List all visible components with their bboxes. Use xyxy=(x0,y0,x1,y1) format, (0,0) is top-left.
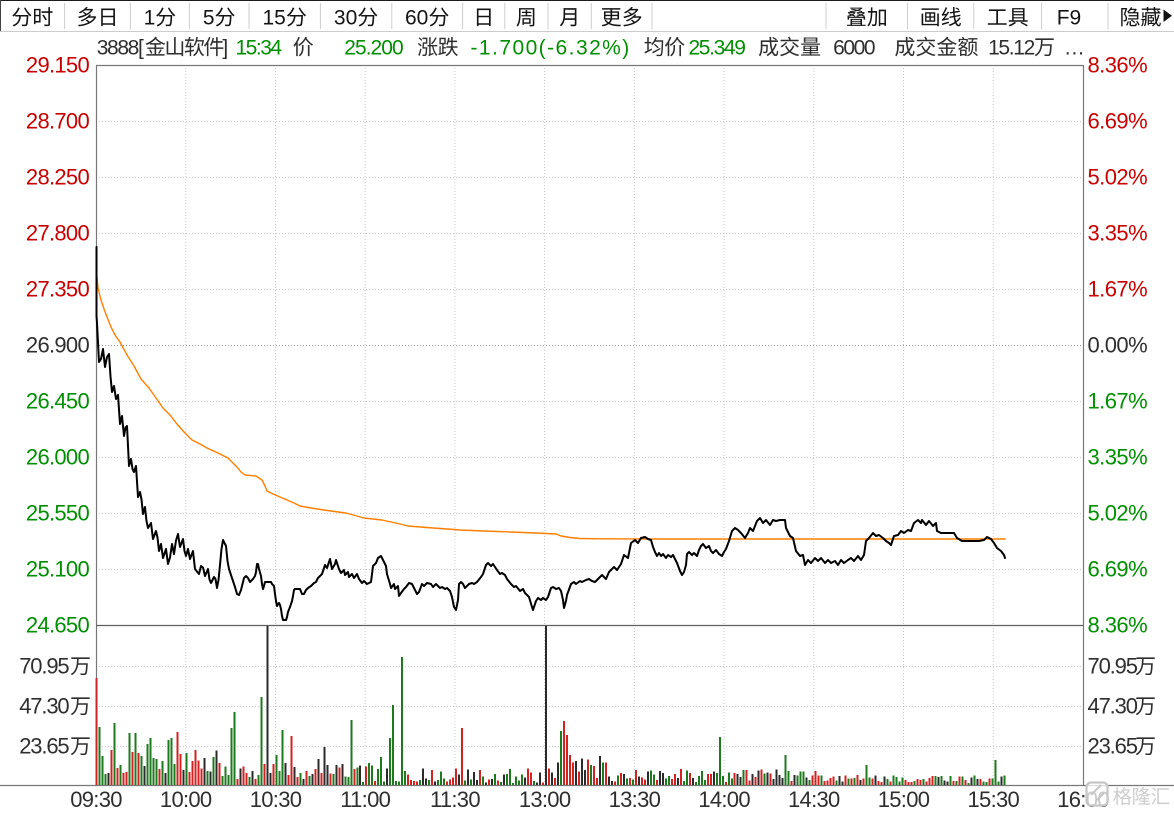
svg-text:25.200: 25.200 xyxy=(344,37,403,60)
svg-text:14:30: 14:30 xyxy=(788,787,840,812)
svg-text:3.35%: 3.35% xyxy=(1088,445,1148,470)
svg-text:28.250: 28.250 xyxy=(26,165,90,190)
svg-text:15: 15 xyxy=(263,7,286,30)
svg-text:10:00: 10:00 xyxy=(160,787,212,812)
svg-text:25.349: 25.349 xyxy=(689,37,746,60)
svg-text:23.65: 23.65 xyxy=(1088,734,1138,759)
svg-text:5.02%: 5.02% xyxy=(1088,501,1148,526)
svg-text:8.36%: 8.36% xyxy=(1088,613,1148,638)
svg-text:]: ] xyxy=(222,37,228,60)
svg-text:6.69%: 6.69% xyxy=(1088,557,1148,582)
svg-text:0.00%: 0.00% xyxy=(1088,333,1148,358)
svg-text:25.550: 25.550 xyxy=(26,501,90,526)
svg-text:23.65: 23.65 xyxy=(19,734,69,759)
svg-text:70.95: 70.95 xyxy=(1088,654,1138,679)
svg-text:5.02%: 5.02% xyxy=(1088,165,1148,190)
svg-text:13:00: 13:00 xyxy=(519,787,571,812)
svg-text:60: 60 xyxy=(405,7,428,30)
svg-text:15:34: 15:34 xyxy=(236,37,283,60)
svg-text:...: ... xyxy=(1065,37,1085,60)
svg-text:3.35%: 3.35% xyxy=(1088,221,1148,246)
svg-text:26.000: 26.000 xyxy=(26,445,90,470)
svg-text:11:30: 11:30 xyxy=(430,787,480,812)
svg-text:30: 30 xyxy=(334,7,357,30)
svg-text:15:30: 15:30 xyxy=(968,787,1020,812)
svg-text:11:00: 11:00 xyxy=(340,787,390,812)
svg-text:F9: F9 xyxy=(1057,7,1082,30)
svg-text:13:30: 13:30 xyxy=(609,787,661,812)
svg-text:14:00: 14:00 xyxy=(698,787,750,812)
svg-text:09:30: 09:30 xyxy=(70,787,122,812)
svg-text:29.150: 29.150 xyxy=(26,53,90,78)
svg-text:26.900: 26.900 xyxy=(26,333,90,358)
svg-text:-1.700(-6.32%): -1.700(-6.32%) xyxy=(471,37,631,60)
svg-text:1.67%: 1.67% xyxy=(1088,277,1148,302)
svg-text:10:30: 10:30 xyxy=(250,787,302,812)
svg-text:47.30: 47.30 xyxy=(19,694,69,719)
svg-text:15:00: 15:00 xyxy=(878,787,930,812)
svg-text:47.30: 47.30 xyxy=(1088,694,1138,719)
svg-text:24.650: 24.650 xyxy=(26,613,90,638)
svg-text:15.12: 15.12 xyxy=(988,37,1035,60)
svg-text:6000: 6000 xyxy=(833,37,875,60)
svg-text:1.67%: 1.67% xyxy=(1088,389,1148,414)
svg-text:70.95: 70.95 xyxy=(19,654,69,679)
svg-text:6.69%: 6.69% xyxy=(1088,109,1148,134)
svg-text:27.350: 27.350 xyxy=(26,277,90,302)
svg-text:1: 1 xyxy=(144,7,156,30)
svg-text:26.450: 26.450 xyxy=(26,389,90,414)
svg-text:8.36%: 8.36% xyxy=(1088,53,1148,78)
svg-text:3888[: 3888[ xyxy=(97,37,144,60)
svg-text:25.100: 25.100 xyxy=(26,557,90,582)
svg-text:5: 5 xyxy=(203,7,215,30)
svg-text:27.800: 27.800 xyxy=(26,221,90,246)
svg-text:28.700: 28.700 xyxy=(26,109,90,134)
